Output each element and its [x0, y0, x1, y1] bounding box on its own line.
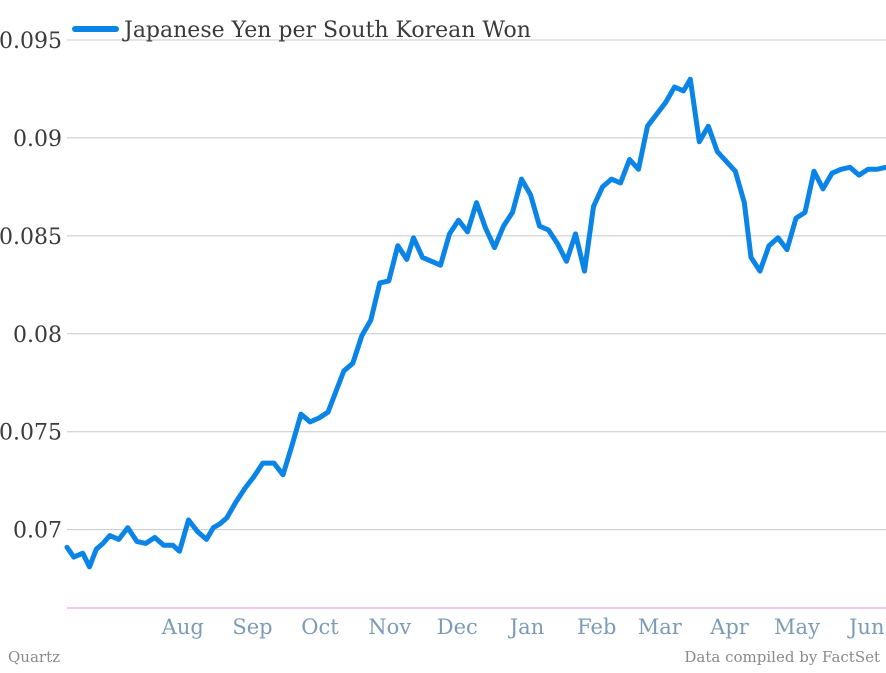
y-axis-ticks: 0.07 0.075 0.08 0.085 0.09 0.095: [0, 29, 62, 544]
legend[interactable]: Japanese Yen per South Korean Won: [72, 18, 531, 43]
x-tick-label: Feb: [577, 615, 616, 639]
y-tick-label: 0.07: [13, 519, 62, 544]
x-tick-label: Aug: [161, 615, 204, 639]
x-tick-label: Dec: [437, 615, 478, 639]
credit-label: Data compiled by FactSet: [684, 648, 880, 666]
x-tick-label: Mar: [638, 615, 683, 639]
y-tick-label: 0.095: [0, 29, 62, 54]
x-tick-label: Apr: [709, 615, 750, 639]
source-label: Quartz: [8, 648, 61, 666]
x-tick-label: Jun: [847, 615, 884, 639]
y-tick-label: 0.075: [0, 421, 62, 446]
x-tick-label: May: [774, 615, 820, 639]
series-line: [64, 76, 886, 570]
gridlines: [67, 39, 886, 531]
series-layer: [64, 76, 886, 570]
x-tick-label: Oct: [301, 615, 339, 639]
x-tick-label: Sep: [232, 615, 272, 639]
legend-label: Japanese Yen per South Korean Won: [122, 18, 531, 43]
x-axis-ticks: Aug Sep Oct Nov Dec Jan Feb Mar Apr May Jun: [161, 615, 885, 639]
y-tick-label: 0.085: [0, 225, 62, 250]
y-tick-label: 0.09: [13, 127, 62, 152]
x-tick-label: Jan: [508, 615, 544, 639]
x-tick-label: Nov: [368, 615, 411, 639]
y-tick-label: 0.08: [13, 323, 62, 348]
